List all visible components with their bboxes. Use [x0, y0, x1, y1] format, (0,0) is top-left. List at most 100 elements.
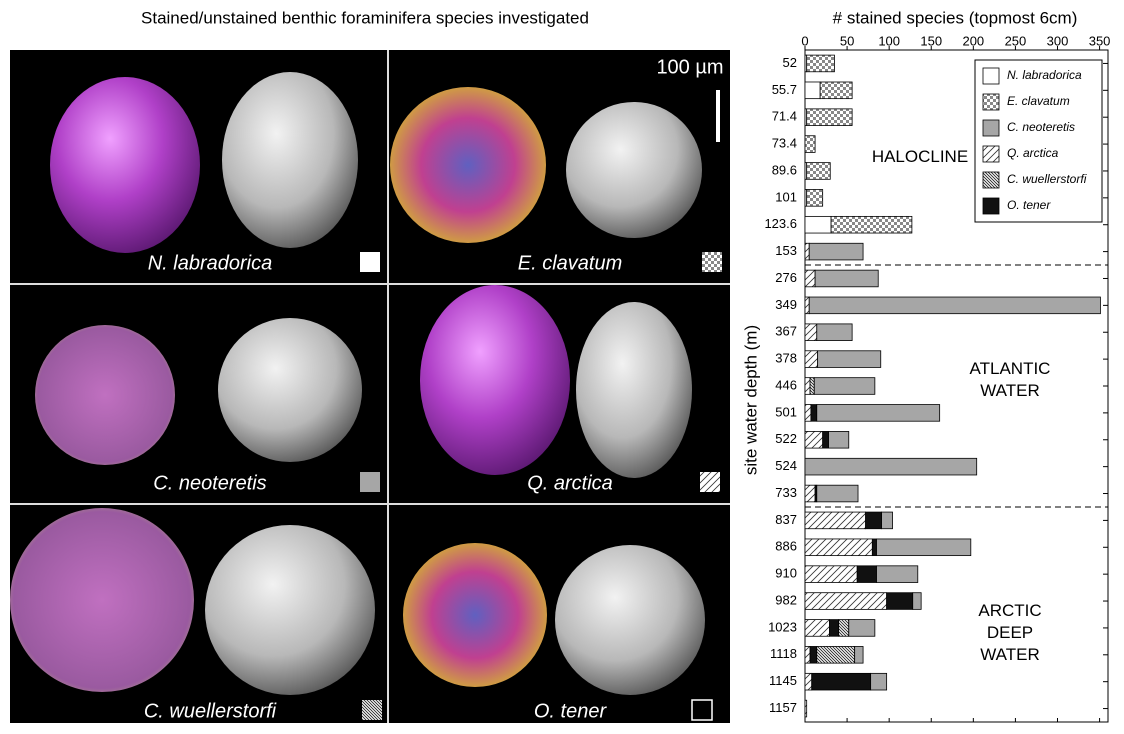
- bar-segment: [804, 135, 816, 153]
- bar-segment: [804, 296, 810, 315]
- bar-segment: [804, 431, 824, 449]
- bar-segment: [816, 484, 859, 503]
- swatch: [700, 472, 720, 492]
- specimen-sem: [222, 72, 358, 248]
- y-tick-label: 1023: [768, 619, 797, 634]
- bar-segment: [856, 565, 877, 583]
- y-tick-label: 276: [775, 270, 797, 285]
- specimen-sem: [205, 525, 375, 695]
- y-tick-label: 982: [775, 592, 797, 607]
- legend-label: E. clavatum: [1007, 94, 1070, 108]
- legend-swatch: [982, 67, 1000, 85]
- specimen-stained: [403, 543, 547, 687]
- x-tick-label: 100: [878, 33, 900, 48]
- bar-segment: [808, 242, 864, 261]
- legend-label: N. labradorica: [1007, 68, 1082, 82]
- y-tick-label: 1157: [769, 700, 797, 715]
- bar-segment: [804, 242, 810, 261]
- bar-segment: [804, 215, 832, 234]
- bar-segment: [813, 377, 876, 395]
- y-tick-label: 349: [775, 297, 797, 312]
- swatch: [691, 699, 713, 721]
- photo-panel: 100 µm N. labradorica E. clavatum C. neo…: [10, 50, 730, 723]
- zone-label: HALOCLINE: [872, 147, 968, 166]
- y-tick-label: 733: [775, 485, 797, 500]
- y-tick-label: 101: [775, 189, 797, 204]
- swatch: [360, 472, 380, 492]
- bar-segment: [809, 377, 815, 395]
- bar-segment: [806, 108, 853, 126]
- bar-segment: [829, 619, 840, 637]
- specimen-stained: [10, 508, 194, 692]
- specimen-stained: [50, 77, 200, 253]
- specimen-stained: [35, 325, 175, 465]
- x-tick-label: 50: [840, 33, 854, 48]
- specimen-sem: [566, 102, 702, 238]
- y-tick-label: 52: [783, 55, 797, 70]
- legend-swatch: [982, 93, 1000, 111]
- bar-segment: [828, 431, 850, 449]
- bar-segment: [809, 646, 818, 664]
- y-tick-label: 153: [775, 243, 797, 258]
- bar-segment: [804, 565, 858, 583]
- bar-segment: [804, 350, 819, 368]
- bar-segment: [886, 592, 914, 610]
- swatch: [702, 252, 722, 272]
- specimen-sem: [555, 545, 705, 695]
- legend-swatch: [982, 145, 1000, 163]
- bar-segment: [804, 646, 811, 664]
- separator: [10, 50, 730, 723]
- x-tick-label: 150: [920, 33, 942, 48]
- bar-segment: [854, 646, 864, 664]
- y-tick-label: 367: [775, 324, 797, 339]
- bar-segment: [804, 699, 808, 718]
- y-tick-label: 55.7: [772, 82, 797, 97]
- bar-segment: [881, 511, 893, 530]
- specimen-sem: [218, 318, 362, 462]
- zone-label: DEEP: [987, 623, 1033, 642]
- panel-label: C. wuellerstorfi: [144, 700, 277, 722]
- bar-segment: [848, 619, 876, 637]
- bar-segment: [806, 162, 831, 180]
- specimen-stained: [420, 285, 570, 475]
- y-tick-label: 71.4: [772, 109, 797, 124]
- y-tick-label: 837: [775, 512, 797, 527]
- legend-label: C. neoteretis: [1007, 120, 1075, 134]
- y-tick-label: 446: [775, 377, 797, 392]
- bar-segment: [816, 404, 941, 422]
- y-tick-label: 378: [775, 351, 797, 366]
- bar-segment: [871, 538, 877, 557]
- swatch: [360, 252, 380, 272]
- y-tick-label: 501: [775, 404, 797, 419]
- x-tick-label: 0: [801, 33, 808, 48]
- bar-segment: [865, 511, 882, 530]
- bar-segment: [806, 189, 824, 207]
- zone-label: WATER: [980, 381, 1040, 400]
- bar-segment: [804, 538, 873, 557]
- bar-segment: [912, 592, 922, 610]
- swatch: [362, 700, 382, 720]
- bar-segment: [816, 323, 853, 341]
- y-tick-label: 89.6: [772, 162, 797, 177]
- bar-segment: [804, 457, 978, 476]
- x-tick-label: 250: [1005, 33, 1027, 48]
- bar-segment: [822, 431, 829, 449]
- bar-segment: [804, 672, 813, 691]
- bar-segment: [816, 646, 856, 664]
- legend-label: Q. arctica: [1007, 146, 1059, 160]
- bar-segment: [804, 404, 812, 422]
- legend-label: C. wuellerstorfi: [1007, 172, 1087, 186]
- panel-label: Q. arctica: [527, 472, 613, 494]
- zone-label: ARCTIC: [978, 601, 1041, 620]
- legend-swatch: [982, 119, 1000, 137]
- bar-segment: [819, 81, 853, 100]
- bar-segment: [804, 81, 821, 100]
- panel-label: O. tener: [534, 700, 608, 722]
- legend-swatch: [982, 197, 1000, 215]
- bar-segment: [810, 404, 818, 422]
- bar-segment: [804, 619, 830, 637]
- panel-label: C. neoteretis: [153, 472, 266, 494]
- bar-segment: [830, 215, 913, 234]
- bar-segment: [870, 672, 888, 691]
- bar-segment: [817, 350, 882, 368]
